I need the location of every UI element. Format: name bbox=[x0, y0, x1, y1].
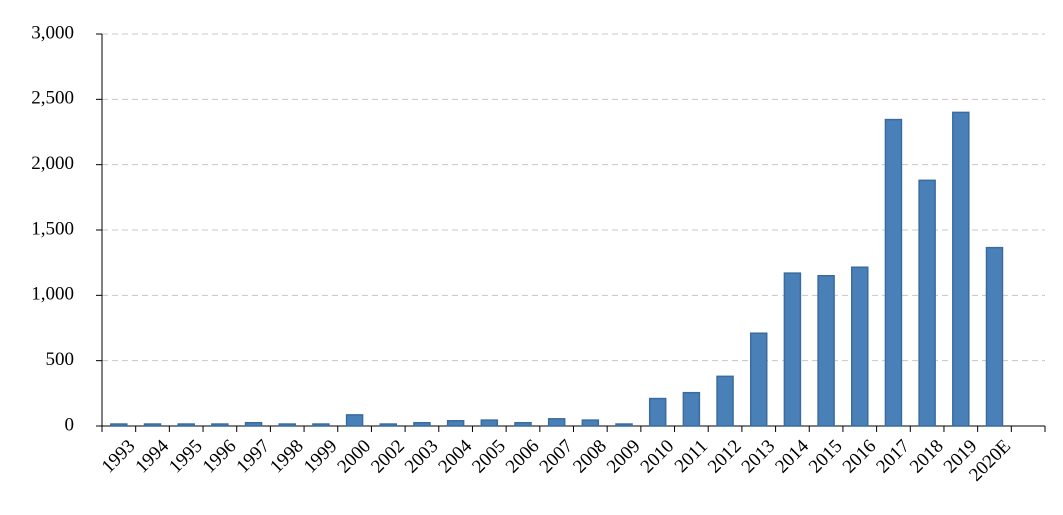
bar bbox=[615, 423, 633, 427]
bar bbox=[547, 418, 566, 427]
x-tick-label: 2017 bbox=[872, 436, 914, 478]
y-tick-label: 500 bbox=[46, 349, 75, 370]
bar bbox=[985, 246, 1004, 427]
bar bbox=[581, 419, 600, 427]
x-tick-label: 2018 bbox=[906, 436, 948, 478]
bar bbox=[952, 111, 970, 427]
x-tick-label: 1994 bbox=[131, 435, 173, 477]
x-tick-label: 2012 bbox=[704, 436, 746, 478]
y-tick-label: 3,000 bbox=[31, 22, 74, 43]
bar bbox=[177, 423, 195, 427]
x-tick-label: 2013 bbox=[738, 436, 780, 478]
bar bbox=[211, 423, 229, 427]
bar bbox=[851, 266, 869, 427]
y-tick-label: 1,000 bbox=[31, 284, 74, 305]
bar bbox=[817, 274, 835, 427]
x-tick-label: 1998 bbox=[266, 436, 308, 478]
x-tick-label: 2009 bbox=[603, 436, 645, 478]
bar bbox=[514, 421, 532, 427]
x-tick-label: 2005 bbox=[468, 436, 510, 478]
bar bbox=[716, 375, 734, 427]
bar bbox=[749, 332, 768, 427]
x-tick-label: 2008 bbox=[569, 436, 611, 478]
y-tick-label: 1,500 bbox=[31, 218, 74, 239]
x-tick-label: 2000 bbox=[333, 436, 375, 478]
x-tick-label: 2010 bbox=[637, 436, 679, 478]
bar bbox=[480, 419, 499, 427]
x-tick-label: 2007 bbox=[536, 436, 578, 478]
x-tick-label: 2002 bbox=[367, 436, 409, 478]
y-tick-label: 0 bbox=[65, 414, 75, 435]
x-tick-label: 2011 bbox=[671, 436, 712, 477]
bar bbox=[278, 423, 296, 427]
x-tick-label: 1996 bbox=[199, 436, 241, 478]
x-tick-label: 1999 bbox=[300, 436, 342, 478]
bar bbox=[446, 420, 465, 427]
bar bbox=[345, 414, 364, 427]
x-tick-label: 2004 bbox=[434, 435, 476, 477]
x-tick-label: 2006 bbox=[502, 436, 544, 478]
x-tick-label: 1995 bbox=[165, 436, 207, 478]
bar bbox=[143, 423, 162, 427]
bar bbox=[648, 397, 667, 427]
x-tick-label: 2003 bbox=[401, 436, 443, 478]
bar bbox=[918, 179, 936, 427]
bar bbox=[379, 423, 398, 427]
bar bbox=[884, 118, 903, 427]
bar bbox=[783, 272, 802, 427]
x-tick-label: 1993 bbox=[98, 436, 140, 478]
x-tick-label: 1997 bbox=[232, 436, 274, 478]
bar bbox=[244, 421, 263, 427]
x-tick-label: 2015 bbox=[805, 436, 847, 478]
bar bbox=[413, 421, 431, 427]
x-tick-label: 2016 bbox=[839, 436, 881, 478]
y-tick-label: 2,500 bbox=[31, 88, 74, 109]
bar bbox=[682, 391, 701, 427]
bar bbox=[312, 423, 330, 427]
x-tick-label: 2014 bbox=[771, 435, 813, 477]
y-tick-label: 2,000 bbox=[31, 153, 74, 174]
bar bbox=[110, 423, 128, 427]
